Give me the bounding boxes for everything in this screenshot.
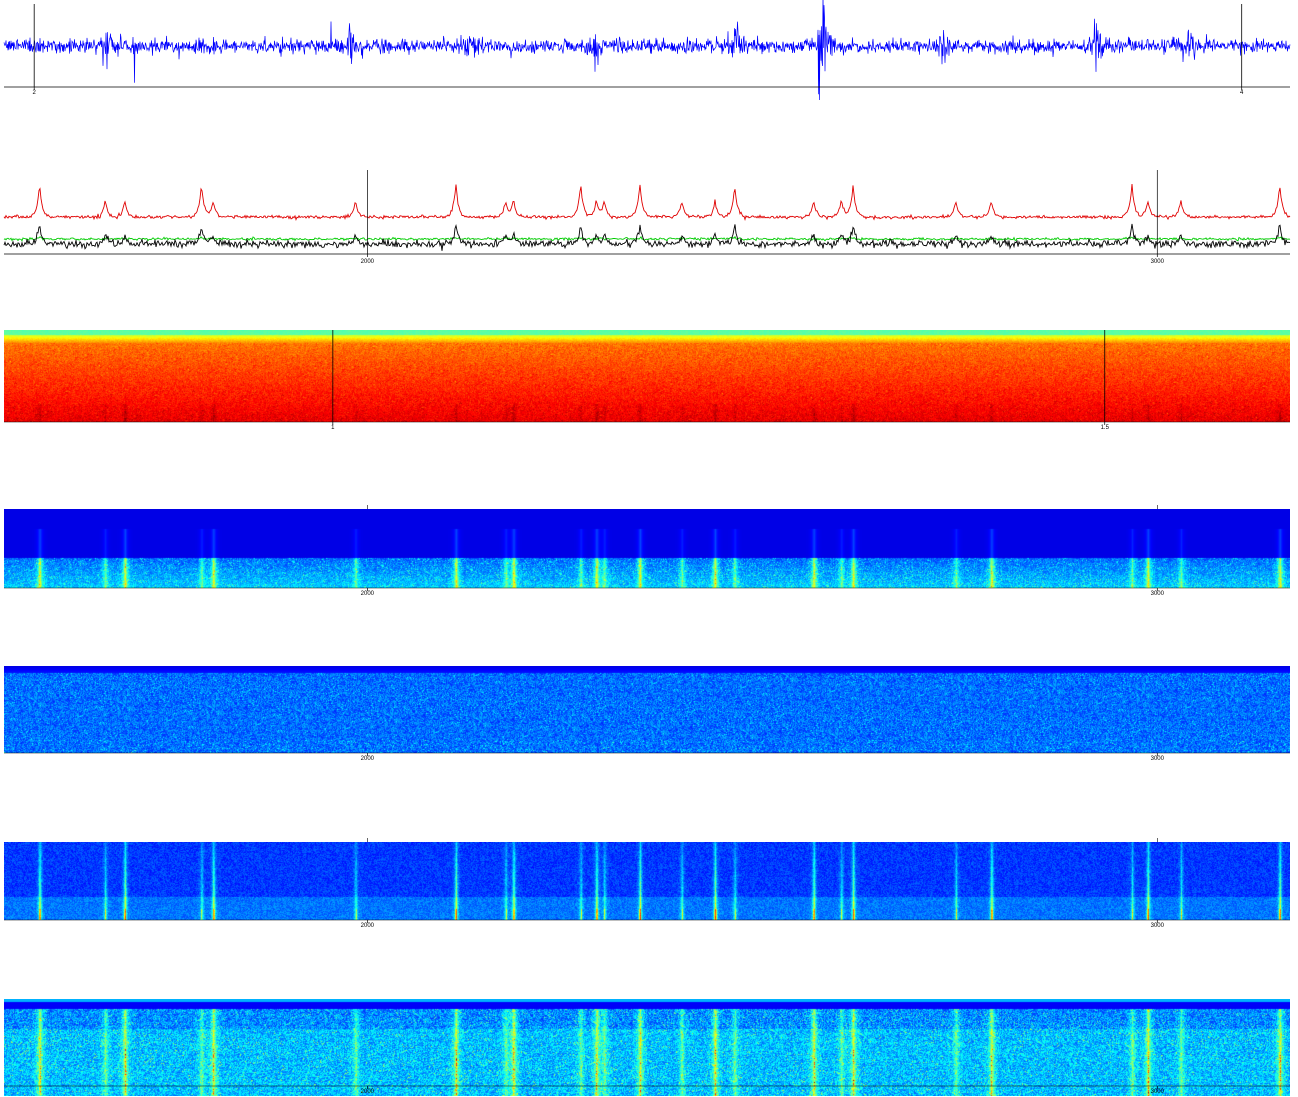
warm-spectrogram: [4, 330, 1290, 422]
warm-spectrogram-axis: 1 1.5: [4, 330, 1290, 430]
warm-spectrogram-panel: 1 1.5: [0, 330, 1298, 430]
noise-spectrogram: [4, 666, 1290, 753]
waveform-cursors: [33, 4, 1243, 87]
full-spectrogram-panel: 2000 3000: [0, 990, 1298, 1097]
transient-spectrogram-tick-label: 3000: [1151, 923, 1165, 929]
full-spectrogram: [4, 999, 1290, 1096]
waveform-trace: [3, 0, 1291, 100]
transient-spectrogram: [4, 842, 1290, 920]
waveform-tick-label: 2: [33, 90, 37, 96]
low-band-spectrogram-tick-label: 2000: [361, 591, 375, 597]
envelope-red-trace: [3, 184, 1291, 221]
envelope-cursors: [367, 170, 1158, 254]
low-band-spectrogram-tick-label: 3000: [1151, 591, 1165, 597]
noise-spectrogram-axis: 2000 3000: [4, 752, 1290, 762]
warm-spectrogram-tick-label: 1: [331, 425, 335, 430]
warm-spectrogram-tick-label: 1.5: [1101, 425, 1110, 430]
waveform-tick-label: 4: [1240, 90, 1244, 96]
noise-spectrogram-tick-label: 3000: [1151, 756, 1165, 762]
transient-spectrogram-tick-label: 2000: [361, 923, 375, 929]
envelope-ticks: 2000 3000: [361, 254, 1165, 265]
envelope-tick-label: 2000: [361, 259, 375, 265]
low-band-spectrogram: [4, 509, 1290, 588]
envelope-tick-label: 3000: [1151, 259, 1165, 265]
envelope-green-trace: [3, 235, 1291, 242]
full-spectrogram-tick-label: 3000: [1151, 1089, 1165, 1095]
low-band-spectrogram-panel: 2000 3000: [0, 500, 1298, 600]
transient-spectrogram-panel: 2000 3000: [0, 832, 1298, 932]
envelope-black-trace: [3, 223, 1291, 251]
transient-spectrogram-axis: 2000 3000: [4, 838, 1290, 929]
full-spectrogram-axis: 2000 3000: [4, 1085, 1290, 1095]
full-spectrogram-tick-label: 2000: [361, 1089, 375, 1095]
low-band-spectrogram-axis: 2000 3000: [4, 505, 1290, 597]
envelope-panel: 2000 3000: [3, 170, 1291, 265]
noise-spectrogram-tick-label: 2000: [361, 756, 375, 762]
noise-spectrogram-panel: 2000 3000: [0, 660, 1298, 765]
